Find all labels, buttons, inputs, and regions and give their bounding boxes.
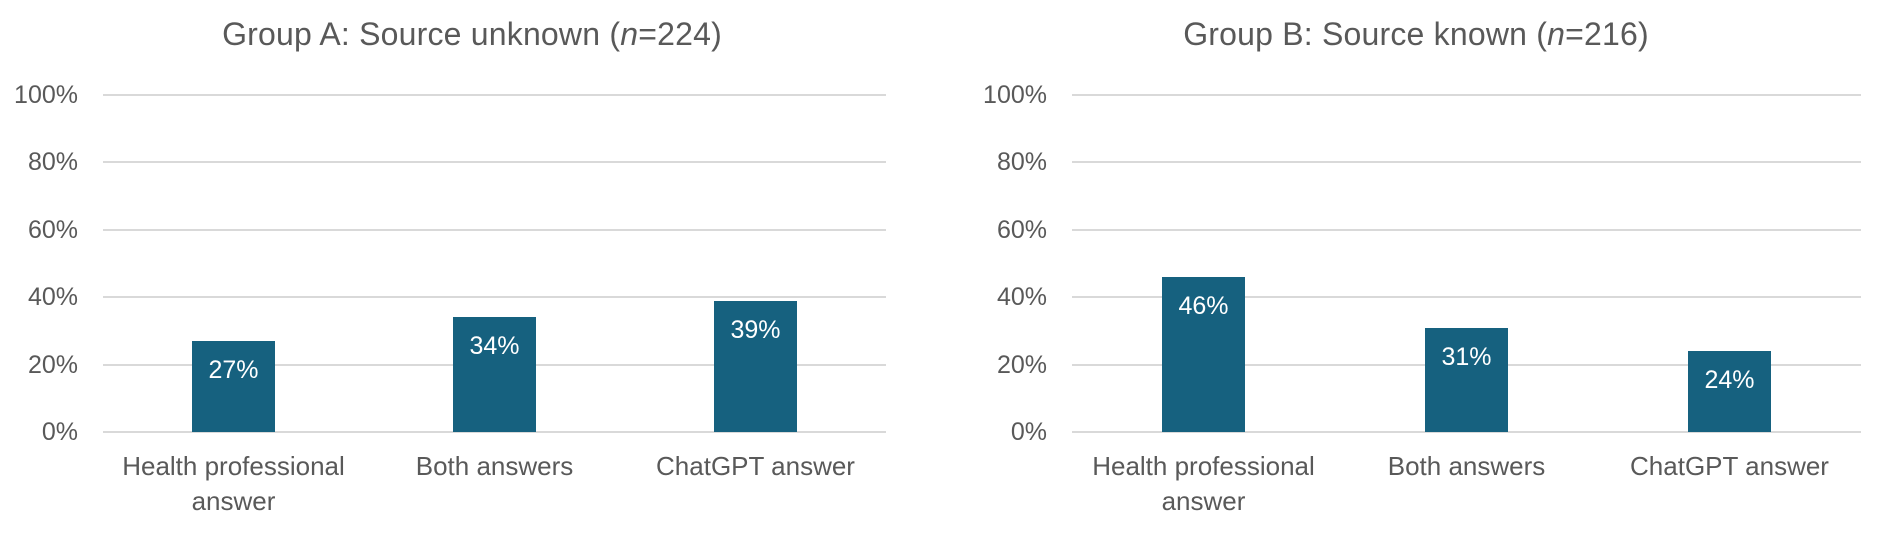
- bar-slot-chatgpt-answer: 39%: [625, 95, 886, 432]
- category-label-health-professional-answer: Health professional answer: [1072, 449, 1335, 519]
- bar-both-answers: 34%: [453, 317, 536, 432]
- bar-value-label: 24%: [1704, 366, 1755, 395]
- gridline-40: [103, 296, 886, 299]
- title-n-variable: n: [620, 16, 639, 52]
- bar-chatgpt-answer: 39%: [714, 300, 797, 432]
- gridline-40: [1072, 296, 1861, 299]
- bar-slot-chatgpt-answer: 24%: [1598, 95, 1861, 432]
- bar-slot-health-professional-answer: 46%: [1072, 95, 1335, 432]
- category-label-text: Both answers: [415, 451, 574, 481]
- chart-panel-group-a: Group A: Source unknown (n=224) 100% 80% 6…: [0, 14, 944, 516]
- category-label-chatgpt-answer: ChatGPT answer: [625, 449, 886, 519]
- category-label-text: ChatGPT answer: [656, 451, 855, 481]
- title-text-after: =224): [638, 16, 722, 52]
- chart-title-group-b: Group B: Source known (n=216): [944, 14, 1888, 54]
- y-axis-tick-label-80: 80%: [27, 148, 78, 177]
- y-axis-tick-label-0: 0%: [1010, 418, 1047, 446]
- category-label-text: Health professional answer: [122, 451, 345, 516]
- title-text-before: Group A: Source unknown (: [222, 16, 621, 52]
- bars-row: 46% 31% 24%: [1072, 95, 1861, 432]
- gridline-0: [103, 431, 886, 433]
- gridline-80: [103, 161, 886, 164]
- category-label-both-answers: Both answers: [364, 449, 625, 519]
- bar-slot-health-professional-answer: 27%: [103, 95, 364, 432]
- y-axis-tick-label-20: 20%: [996, 350, 1047, 379]
- gridline-60: [103, 228, 886, 231]
- y-axis-tick-label-100: 100%: [983, 81, 1047, 109]
- chart-title-group-a: Group A: Source unknown (n=224): [0, 14, 944, 54]
- title-text-before: Group B: Source known (: [1183, 16, 1548, 52]
- gridline-60: [1072, 228, 1861, 231]
- bar-value-label: 34%: [469, 332, 520, 361]
- y-axis-tick-label-60: 60%: [996, 215, 1047, 244]
- y-axis-tick-label-80: 80%: [996, 148, 1047, 177]
- bar-slot-both-answers: 31%: [1335, 95, 1598, 432]
- category-label-text: Both answers: [1387, 451, 1546, 481]
- bars-row: 27% 34% 39%: [103, 95, 886, 432]
- bar-both-answers: 31%: [1425, 327, 1508, 432]
- bar-health-professional-answer: 27%: [192, 341, 275, 432]
- x-axis-category-labels: Health professional answer Both answers Ch…: [1072, 432, 1861, 519]
- y-axis-tick-label-20: 20%: [27, 350, 78, 379]
- y-axis-tick-label-40: 40%: [996, 283, 1047, 312]
- title-n-variable: n: [1547, 16, 1566, 52]
- category-label-text: ChatGPT answer: [1630, 451, 1829, 481]
- y-axis-tick-label-0: 0%: [41, 418, 78, 446]
- category-label-both-answers: Both answers: [1335, 449, 1598, 519]
- gridline-0: [1072, 431, 1861, 433]
- bar-chatgpt-answer: 24%: [1688, 351, 1771, 432]
- category-label-text: Health professional answer: [1092, 451, 1315, 516]
- y-axis-tick-label-60: 60%: [27, 215, 78, 244]
- title-text-after: =216): [1565, 16, 1649, 52]
- y-axis-tick-label-40: 40%: [27, 283, 78, 312]
- bar-health-professional-answer: 46%: [1162, 276, 1245, 432]
- gridline-100: [1072, 94, 1861, 96]
- bar-value-label: 31%: [1441, 342, 1492, 371]
- gridline-80: [1072, 161, 1861, 164]
- bar-value-label: 27%: [208, 356, 259, 385]
- bar-slot-both-answers: 34%: [364, 95, 625, 432]
- category-label-health-professional-answer: Health professional answer: [103, 449, 364, 519]
- x-axis-category-labels: Health professional answer Both answers Ch…: [103, 432, 886, 519]
- plot-area-group-b: 100% 80% 60% 40% 20% 0% 46% 31% 24% Health profes…: [983, 81, 1861, 516]
- plot-area-group-a: 100% 80% 60% 40% 20% 0% 27% 34% 39% Health profes…: [14, 81, 886, 516]
- gridline-100: [103, 94, 886, 96]
- y-axis-tick-label-100: 100%: [14, 81, 78, 109]
- bar-value-label: 46%: [1178, 291, 1229, 320]
- category-label-chatgpt-answer: ChatGPT answer: [1598, 449, 1861, 519]
- chart-panel-group-b: Group B: Source known (n=216) 100% 80% 60%…: [944, 0, 1888, 535]
- bar-value-label: 39%: [730, 315, 781, 344]
